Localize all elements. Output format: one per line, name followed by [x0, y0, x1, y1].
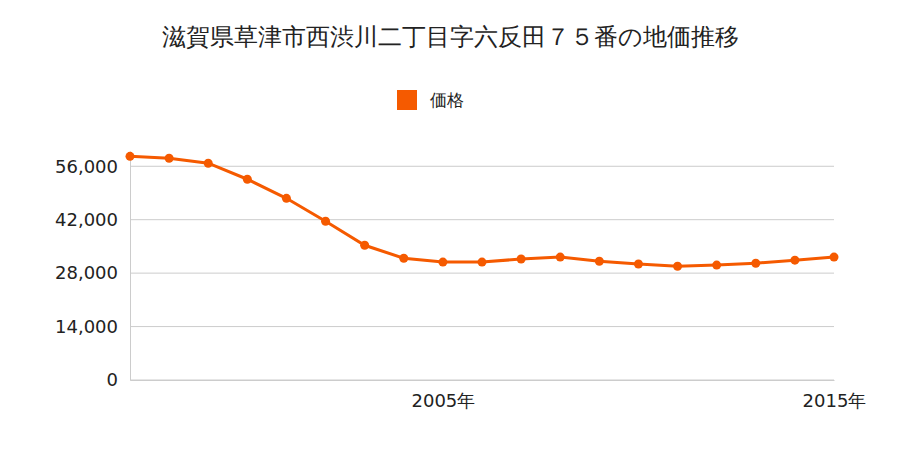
grid-line [130, 166, 834, 167]
y-tick: 42,000 [55, 209, 130, 230]
grid-line [130, 273, 834, 274]
x-tick: 2015年 [803, 380, 867, 411]
point [204, 159, 213, 168]
x-axis: 2005年 2015年 [131, 380, 867, 411]
y-axis-line [130, 152, 131, 381]
point [126, 152, 135, 161]
point [360, 241, 369, 250]
point [399, 254, 408, 263]
point [634, 259, 643, 268]
grid [130, 166, 834, 380]
title: 滋賀県草津市西渋川二丁目字六反田７５番の地価推移 [162, 23, 739, 51]
x-tick-label: 2015年 [803, 390, 867, 411]
plot-area [126, 152, 839, 271]
grid-line [130, 326, 834, 327]
x-axis-line [131, 380, 835, 381]
x-tick: 2005年 [411, 380, 475, 411]
grid-line [130, 219, 834, 220]
x-tick-label: 2005年 [411, 390, 475, 411]
point [673, 262, 682, 271]
chart: 滋賀県草津市西渋川二丁目字六反田７５番の地価推移価格 0 14,000 28,000 4… [0, 0, 900, 450]
y-tick: 56,000 [55, 156, 130, 177]
point [243, 175, 252, 184]
y-tick: 0 [107, 369, 130, 390]
point [790, 256, 799, 265]
point [830, 253, 839, 262]
line [130, 156, 834, 266]
y-tick-label: 0 [107, 369, 118, 390]
y-tick: 14,000 [55, 316, 130, 337]
y-tick-label: 42,000 [55, 209, 118, 230]
y-tick-label: 28,000 [55, 262, 118, 283]
legend-swatch [397, 90, 417, 110]
legend: 価格 [397, 90, 464, 110]
point [165, 154, 174, 163]
point [751, 259, 760, 268]
point [556, 253, 565, 262]
point [595, 257, 604, 266]
point [478, 258, 487, 267]
point [438, 258, 447, 267]
point [282, 194, 291, 203]
point [321, 217, 330, 226]
grid-line [130, 380, 834, 381]
legend-label: 価格 [430, 90, 464, 110]
y-tick-label: 56,000 [55, 156, 118, 177]
y-tick-label: 14,000 [55, 316, 118, 337]
y-tick: 28,000 [55, 262, 130, 283]
point [712, 261, 721, 270]
point [517, 255, 526, 264]
y-axis: 0 14,000 28,000 42,000 56,000 [55, 152, 130, 391]
